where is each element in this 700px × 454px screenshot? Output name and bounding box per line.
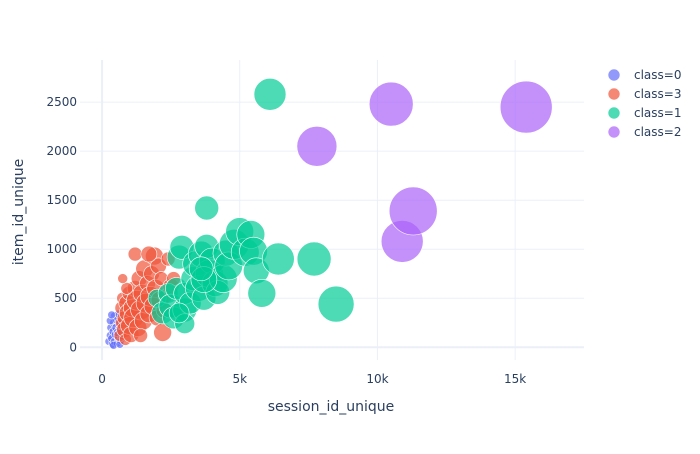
y-tick-label: 2000 xyxy=(46,144,77,158)
y-tick-label: 500 xyxy=(54,291,77,305)
y-tick-label: 0 xyxy=(69,340,77,354)
x-tick-label: 10k xyxy=(366,372,388,386)
data-point[interactable] xyxy=(127,246,143,262)
data-point[interactable] xyxy=(499,80,553,134)
data-point[interactable] xyxy=(188,256,214,282)
legend-marker xyxy=(607,125,621,139)
data-point[interactable] xyxy=(140,245,158,263)
legend-label: class=1 xyxy=(634,106,681,120)
data-point[interactable] xyxy=(388,186,438,236)
y-tick-label: 1000 xyxy=(46,242,77,256)
data-point[interactable] xyxy=(296,241,332,277)
data-point[interactable] xyxy=(247,278,277,308)
legend-label: class=3 xyxy=(634,87,681,101)
data-point[interactable] xyxy=(194,195,219,221)
data-point[interactable] xyxy=(133,328,148,343)
x-tick-label: 0 xyxy=(98,372,106,386)
data-point[interactable] xyxy=(117,273,128,284)
data-point[interactable] xyxy=(296,126,338,167)
tick-labels: 0 5k 10k 15k 0 500 1000 1500 2000 2500 xyxy=(46,95,526,386)
y-tick-label: 1500 xyxy=(46,193,77,207)
x-tick-label: 5k xyxy=(232,372,247,386)
x-axis-title: session_id_unique xyxy=(268,399,395,415)
legend-label: class=2 xyxy=(634,125,681,139)
legend-marker xyxy=(607,106,621,120)
data-point[interactable] xyxy=(253,78,287,111)
legend-item[interactable]: class=1 xyxy=(607,106,681,120)
data-markers[interactable] xyxy=(104,78,553,350)
y-axis-title: item_id_unique xyxy=(11,159,27,265)
legend-label: class=0 xyxy=(634,68,681,82)
legend-item[interactable]: class=2 xyxy=(607,125,681,139)
legend-marker xyxy=(607,68,621,82)
data-point[interactable] xyxy=(107,310,116,320)
legend-item[interactable]: class=0 xyxy=(607,68,681,82)
legend-item[interactable]: class=3 xyxy=(607,87,681,101)
legend[interactable]: class=0 class=3 class=1 class=2 xyxy=(607,68,681,139)
y-tick-label: 2500 xyxy=(46,95,77,109)
data-point[interactable] xyxy=(168,302,190,324)
x-tick-label: 15k xyxy=(504,372,526,386)
data-point[interactable] xyxy=(120,282,134,295)
data-point[interactable] xyxy=(317,285,355,323)
data-point[interactable] xyxy=(368,81,414,127)
legend-marker xyxy=(607,87,621,101)
data-point[interactable] xyxy=(261,242,295,276)
